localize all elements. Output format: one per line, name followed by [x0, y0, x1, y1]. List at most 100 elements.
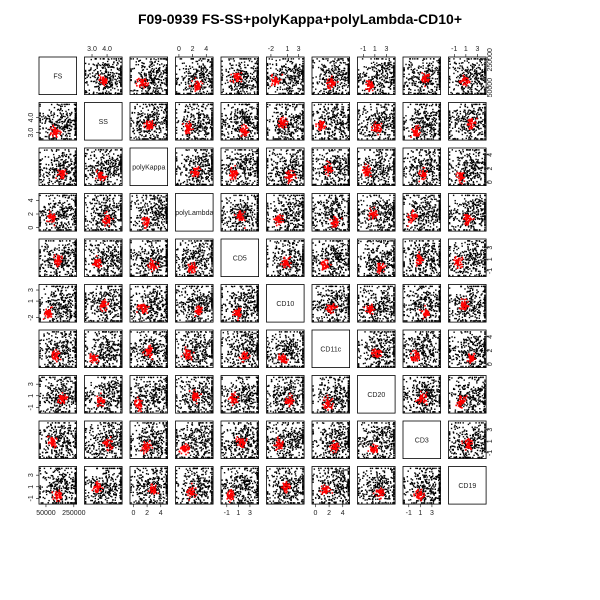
event-point: [298, 126, 299, 127]
event-point: [120, 73, 121, 74]
event-point: [449, 58, 450, 59]
event-point: [449, 61, 450, 62]
event-point: [39, 113, 40, 114]
event-point: [241, 118, 242, 119]
event-point: [381, 67, 382, 68]
event-point: [161, 104, 162, 105]
event-point: [378, 64, 379, 65]
event-point: [341, 93, 342, 94]
event-point: [117, 67, 118, 68]
event-point: [231, 107, 232, 108]
event-point: [465, 69, 466, 70]
panel-FS-vs-polyKappa: [130, 57, 168, 95]
event-point: [152, 81, 153, 82]
event-point: [289, 127, 290, 128]
event-point: [63, 130, 64, 131]
event-point: [42, 119, 43, 120]
event-point: [482, 78, 483, 79]
gated-point: [421, 79, 423, 81]
event-point: [337, 79, 338, 80]
event-point: [209, 67, 210, 68]
gated-point: [466, 81, 468, 83]
gated-point: [463, 75, 465, 77]
event-point: [205, 138, 206, 139]
event-point: [377, 89, 378, 90]
event-point: [208, 121, 209, 122]
event-point: [254, 93, 255, 94]
event-point: [296, 124, 297, 125]
event-point: [274, 86, 275, 87]
event-point: [117, 63, 118, 64]
event-point: [272, 64, 273, 65]
gated-point: [137, 81, 139, 83]
event-point: [257, 133, 258, 134]
event-point: [152, 68, 153, 69]
event-point: [379, 82, 380, 83]
event-point: [406, 77, 407, 78]
event-point: [235, 83, 236, 84]
event-point: [409, 88, 410, 89]
event-point: [463, 91, 464, 92]
event-point: [435, 81, 436, 82]
gated-point: [330, 78, 332, 80]
event-point: [393, 71, 394, 72]
event-point: [409, 58, 410, 59]
event-point: [252, 130, 253, 131]
event-point: [275, 91, 276, 92]
event-point: [273, 112, 274, 113]
event-point: [45, 131, 46, 132]
event-point: [150, 87, 151, 88]
event-point: [102, 67, 103, 68]
event-point: [241, 58, 242, 59]
event-point: [59, 105, 60, 106]
event-point: [136, 128, 137, 129]
event-point: [210, 108, 211, 109]
event-point: [257, 111, 258, 112]
event-point: [457, 93, 458, 94]
event-point: [229, 126, 230, 127]
event-point: [120, 84, 121, 85]
event-point: [166, 121, 167, 122]
event-point: [223, 124, 224, 125]
event-point: [251, 108, 252, 109]
event-point: [139, 114, 140, 115]
event-point: [201, 74, 202, 75]
event-point: [166, 58, 167, 59]
event-point: [118, 58, 119, 59]
event-point: [188, 108, 189, 109]
gated-point: [464, 78, 466, 80]
event-point: [417, 58, 418, 59]
event-point: [95, 86, 96, 87]
event-point: [439, 87, 440, 88]
event-point: [177, 138, 178, 139]
event-point: [66, 118, 67, 119]
event-point: [267, 133, 268, 134]
event-point: [299, 78, 300, 79]
event-point: [257, 131, 258, 132]
event-point: [427, 66, 428, 67]
event-point: [437, 68, 438, 69]
event-point: [459, 68, 460, 69]
event-point: [247, 137, 248, 138]
gated-point: [276, 81, 278, 83]
event-point: [48, 136, 49, 137]
event-point: [297, 135, 298, 136]
gated-point: [52, 125, 54, 127]
event-point: [449, 87, 450, 88]
event-point: [221, 73, 222, 74]
event-point: [64, 125, 65, 126]
event-point: [110, 72, 111, 73]
event-point: [130, 137, 131, 138]
event-point: [109, 65, 110, 66]
gated-point: [239, 76, 241, 78]
event-point: [432, 78, 433, 79]
event-point: [190, 106, 191, 107]
event-point: [137, 58, 138, 59]
event-point: [183, 116, 184, 117]
event-point: [348, 93, 349, 94]
event-point: [364, 76, 365, 77]
gated-point: [271, 74, 273, 76]
event-point: [232, 65, 233, 66]
gated-point: [192, 128, 194, 130]
event-point: [209, 71, 210, 72]
